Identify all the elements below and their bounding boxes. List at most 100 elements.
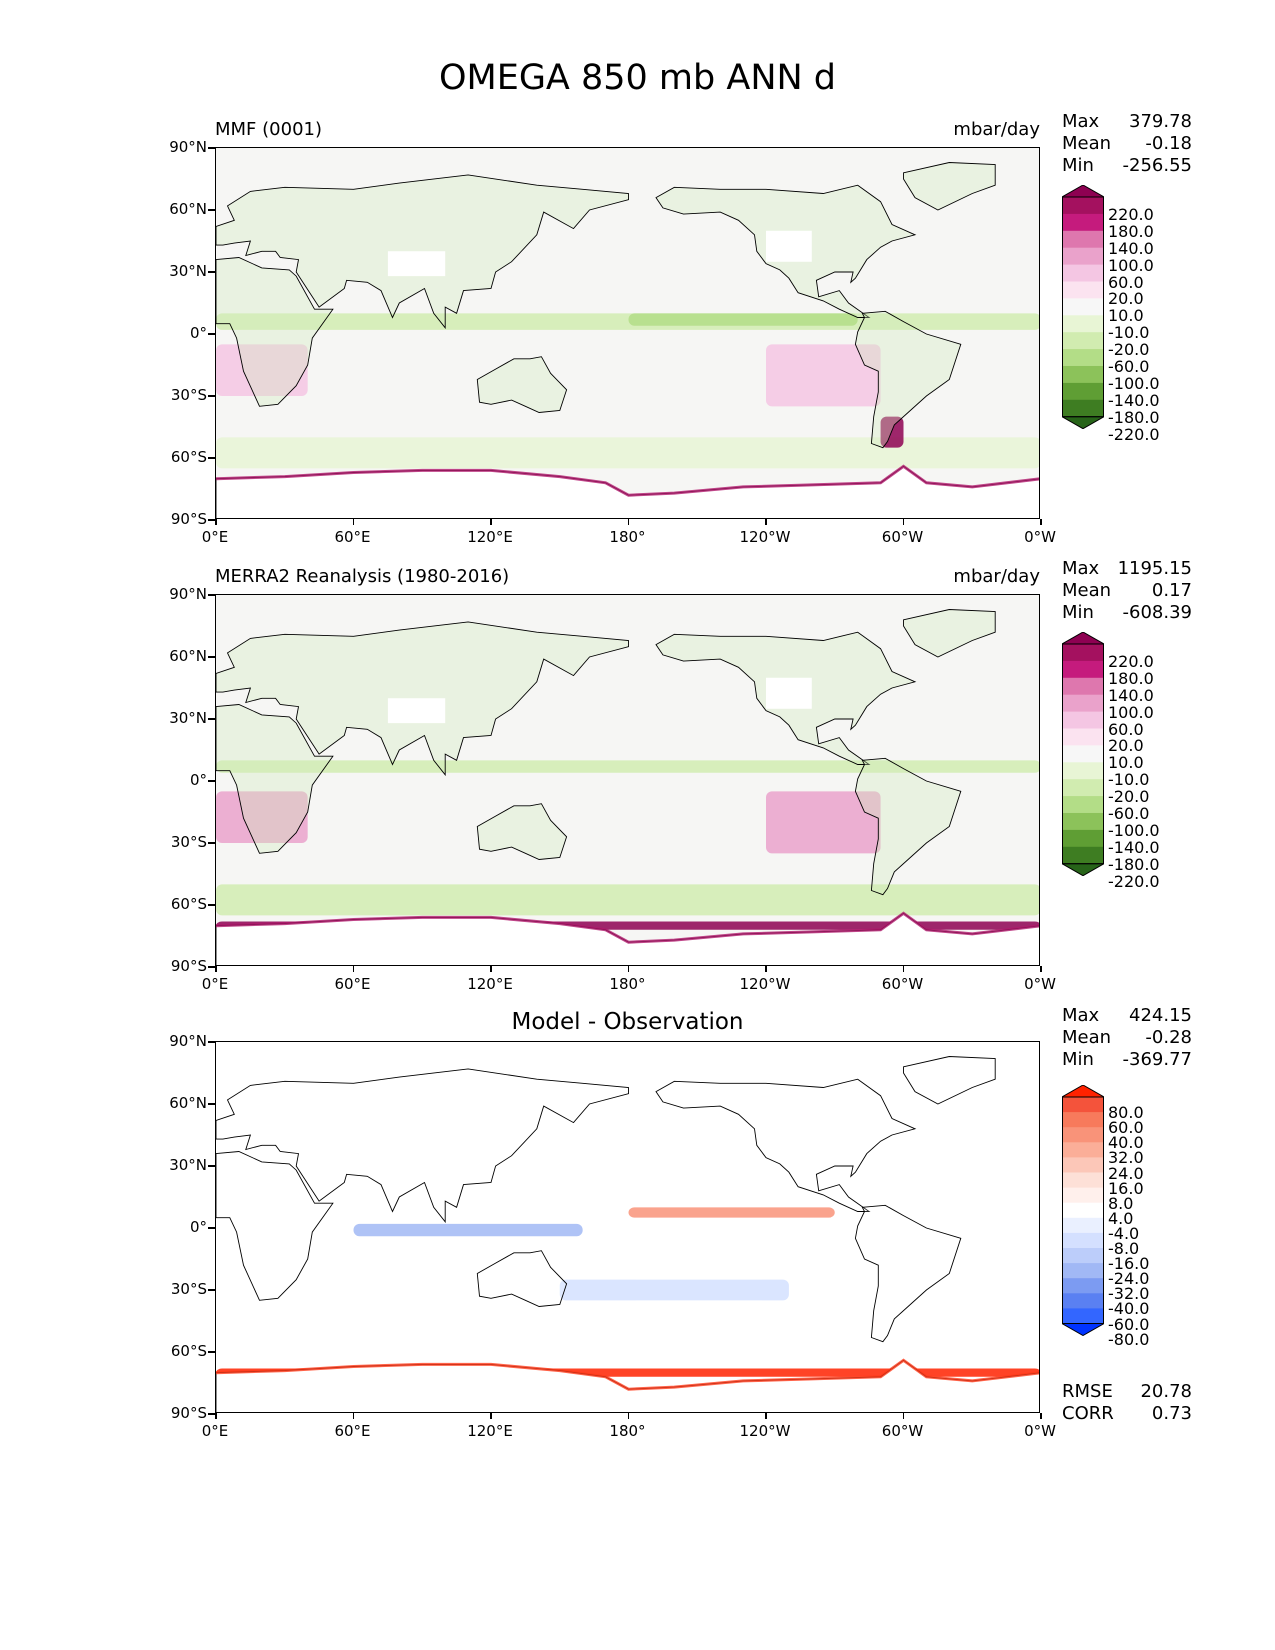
- stat-row: Mean -0.28: [1062, 1027, 1192, 1049]
- x-tick-label: 0°E: [201, 1422, 229, 1440]
- y-tick-label: 90°N: [169, 585, 207, 603]
- colorbar-tick-label: 10.0: [1108, 306, 1144, 326]
- colorbar-tick-label: 60.0: [1108, 1118, 1144, 1138]
- colorbar-tick-label: 140.0: [1108, 685, 1154, 705]
- colorbar-tick-label: -40.0: [1108, 1299, 1150, 1319]
- masked-topography: [766, 230, 812, 262]
- colorbar-graphic: [1060, 631, 1106, 877]
- colorbar-extend-max: [1060, 1084, 1106, 1098]
- colorbar-segment: [1062, 812, 1104, 831]
- colorbar-segment: [1062, 846, 1104, 865]
- x-tick-mark: [902, 1413, 904, 1419]
- colorbar-segment: [1062, 1097, 1104, 1113]
- x-tick-label: 120°E: [467, 528, 513, 546]
- x-tick-label: 0°W: [1024, 975, 1056, 993]
- colorbar-tick-label: 8.0: [1108, 1193, 1134, 1213]
- stat-label: Mean: [1062, 1027, 1112, 1048]
- y-tick-label: 0°: [189, 1218, 207, 1236]
- x-tick-mark: [765, 966, 767, 972]
- y-tick-label: 30°S: [170, 1280, 207, 1298]
- coastline-africa: [216, 257, 334, 407]
- coastline-australia: [476, 1250, 568, 1307]
- y-tick-mark: [208, 780, 215, 782]
- colorbar-tick-label: 80.0: [1108, 1103, 1144, 1123]
- colorbar-tick-label: -140.0: [1108, 837, 1160, 857]
- panel-title: MMF (0001): [215, 119, 322, 140]
- y-tick-mark: [208, 1165, 215, 1167]
- x-tick-mark: [352, 1413, 354, 1419]
- y-tick-label: 30°N: [169, 1156, 207, 1174]
- colorbar: [1060, 184, 1106, 430]
- colorbar-segment: [1062, 1112, 1104, 1128]
- stats-block: Max 379.78 Mean -0.18 Min -256.55: [1062, 111, 1192, 177]
- stat-row: Mean -0.18: [1062, 133, 1192, 155]
- colorbar-graphic: [1060, 1084, 1106, 1337]
- colorbar-tick-label: -4.0: [1108, 1223, 1140, 1243]
- coastline-greenland: [903, 1056, 996, 1105]
- y-tick-mark: [208, 718, 215, 720]
- colorbar-tick-label: -100.0: [1108, 373, 1160, 393]
- colorbar-tick-label: 10.0: [1108, 753, 1144, 773]
- coastline-south-america: [854, 310, 962, 449]
- coastline-australia: [476, 803, 568, 860]
- colorbar-tick-label: -220.0: [1108, 871, 1160, 891]
- colorbar-tick-label: -60.0: [1108, 357, 1150, 376]
- colorbar: [1060, 1084, 1106, 1337]
- x-tick-mark: [1040, 1413, 1042, 1419]
- field-feature: [216, 791, 308, 843]
- y-tick-mark: [208, 842, 215, 844]
- colorbar-tick-label: 20.0: [1108, 289, 1144, 309]
- colorbar-segment: [1062, 230, 1104, 249]
- x-tick-label: 180°: [609, 528, 646, 546]
- colorbar-segment: [1062, 1142, 1104, 1158]
- colorbar-segment: [1062, 1308, 1104, 1324]
- x-tick-mark: [765, 519, 767, 525]
- x-tick-label: 120°W: [739, 1422, 791, 1440]
- x-tick-label: 120°E: [467, 975, 513, 993]
- colorbar-segment: [1062, 643, 1104, 662]
- map-frame: [215, 594, 1040, 966]
- colorbar: [1060, 631, 1106, 877]
- colorbar-tick-label: -180.0: [1108, 407, 1160, 427]
- y-tick-mark: [208, 656, 215, 658]
- map-panel-2: MERRA2 Reanalysis (1980-2016) mbar/day 90°…: [0, 558, 1275, 994]
- colorbar-extend-min: [1060, 863, 1106, 877]
- antarctic-coast-band: [216, 1358, 1039, 1391]
- colorbar-tick-label: -100.0: [1108, 820, 1160, 840]
- y-tick-mark: [208, 1227, 215, 1229]
- colorbar-segment: [1062, 1293, 1104, 1309]
- y-tick-label: 60°S: [170, 448, 207, 466]
- colorbar-tick-label: -32.0: [1108, 1284, 1150, 1304]
- figure-title: OMEGA 850 mb ANN d: [438, 58, 837, 98]
- y-tick-label: 60°N: [169, 647, 207, 665]
- coastline-africa: [216, 1151, 334, 1301]
- colorbar-segment: [1062, 264, 1104, 282]
- x-tick-label: 180°: [609, 1422, 646, 1440]
- field-feature: [353, 1223, 583, 1237]
- x-tick-mark: [490, 966, 492, 972]
- y-tick-label: 90°N: [169, 1032, 207, 1050]
- panel-units: mbar/day: [953, 119, 1040, 140]
- masked-topography: [387, 1145, 446, 1171]
- antarctic-coast-band: [216, 464, 1039, 497]
- x-tick-mark: [627, 519, 629, 525]
- colorbar-tick-label: 40.0: [1108, 1133, 1144, 1153]
- colorbar-segment: [1062, 1217, 1104, 1234]
- y-tick-mark: [208, 209, 215, 211]
- colorbar-segment: [1062, 660, 1104, 679]
- y-tick-label: 30°N: [169, 262, 207, 280]
- colorbar-segment: [1062, 281, 1104, 299]
- colorbar-extend-min: [1060, 1323, 1106, 1337]
- stat-row: Mean 0.17: [1062, 580, 1192, 602]
- y-tick-label: 90°S: [170, 1404, 207, 1422]
- y-tick-label: 90°S: [170, 957, 207, 975]
- stat-label: Mean: [1062, 133, 1112, 154]
- x-tick-mark: [352, 519, 354, 525]
- x-tick-mark: [902, 519, 904, 525]
- y-tick-mark: [208, 519, 215, 521]
- y-tick-mark: [208, 271, 215, 273]
- colorbar-tick-label: 32.0: [1108, 1148, 1144, 1168]
- stat-value: -608.39: [1122, 602, 1192, 623]
- colorbar-tick-label: 100.0: [1108, 702, 1154, 722]
- stat-label: Max: [1062, 111, 1100, 132]
